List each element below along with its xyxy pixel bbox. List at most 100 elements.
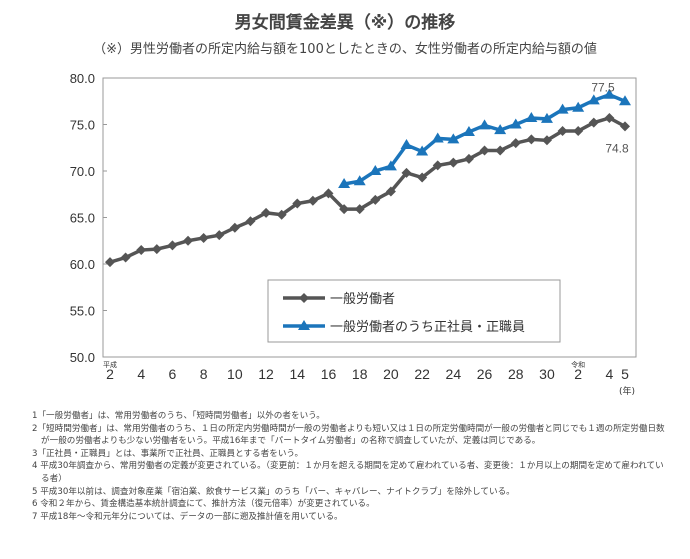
- data-point: [526, 134, 537, 145]
- y-tick-label: 65.0: [70, 211, 95, 226]
- data-point: [572, 101, 585, 112]
- x-tick-label: 6: [169, 366, 177, 382]
- x-tick-label: 4: [605, 366, 613, 382]
- data-point: [307, 195, 318, 206]
- data-point: [431, 132, 444, 143]
- x-tick-label: 10: [227, 366, 243, 382]
- footnotes: 1「一般労働者」は、常用労働者のうち、「短時間労働者」以外の者をいう。 2「短時…: [32, 410, 672, 523]
- data-point: [510, 138, 521, 149]
- data-point: [588, 117, 599, 128]
- note: 5 平成30年以前は、調査対象産業「宿泊業、飲食サービス業」のうち「バー、キャバ…: [32, 486, 515, 497]
- data-point: [353, 175, 366, 186]
- data-point: [214, 230, 225, 241]
- note: 4 平成30年調査から、常用労働者の定義が変更されている。（変更前：１か月を超え…: [32, 461, 664, 484]
- note: 7 平成18年～令和元年分については、データの一部に遡及推計値を用いている。: [32, 511, 343, 522]
- y-tick-label: 75.0: [70, 118, 95, 133]
- x-tick-label: 24: [446, 366, 462, 382]
- x-tick-label: 26: [477, 366, 493, 382]
- data-point: [494, 124, 507, 135]
- data-point: [338, 178, 351, 189]
- data-point: [370, 194, 381, 205]
- y-tick-label: 70.0: [70, 164, 95, 179]
- data-point: [400, 138, 413, 149]
- data-point: [120, 252, 131, 263]
- x-tick-label: 2: [574, 366, 582, 382]
- legend-marker: [298, 320, 310, 330]
- data-point: [556, 103, 569, 114]
- data-point: [557, 126, 568, 137]
- x-tick-label: 30: [539, 366, 555, 382]
- era-label: 平成: [103, 360, 117, 369]
- x-tick-label: 12: [258, 366, 274, 382]
- data-point: [587, 94, 600, 105]
- data-point: [495, 145, 506, 156]
- data-point: [573, 126, 584, 137]
- data-point: [136, 245, 147, 256]
- data-point: [509, 118, 522, 129]
- x-tick-label: 2: [106, 366, 114, 382]
- data-point: [354, 204, 365, 215]
- data-point: [619, 95, 631, 106]
- x-tick-label: 18: [352, 366, 368, 382]
- data-point: [479, 145, 490, 156]
- data-point: [540, 112, 553, 123]
- data-point: [229, 222, 240, 233]
- data-point: [339, 204, 350, 215]
- data-point: [603, 88, 616, 99]
- data-point: [261, 207, 272, 218]
- data-point: [292, 198, 303, 209]
- data-point: [620, 121, 630, 132]
- x-tick-label: 14: [289, 366, 305, 382]
- series-line: [109, 116, 626, 264]
- y-tick-label: 50.0: [70, 350, 95, 365]
- y-tick-label: 55.0: [70, 304, 95, 319]
- series-line: [343, 92, 626, 186]
- x-tick-label: 4: [137, 366, 145, 382]
- data-point: [416, 145, 429, 156]
- data-point: [183, 235, 194, 246]
- data-point: [369, 165, 382, 175]
- data-point: [463, 153, 474, 164]
- data-point: [105, 257, 115, 268]
- data-point: [151, 244, 162, 255]
- data-point: [417, 172, 428, 183]
- data-point: [401, 167, 412, 178]
- chart-subtitle: （※）男性労働者の所定内給与額を100としたときの、女性労働者の所定内給与額の値: [93, 42, 597, 57]
- data-point: [385, 186, 396, 197]
- data-point: [245, 216, 256, 227]
- y-tick-label: 80.0: [70, 71, 95, 86]
- data-label: 77.5: [591, 80, 615, 94]
- line-chart: 50.055.060.065.070.075.080.02 4 6 8 10 12 14 16…: [70, 71, 637, 397]
- x-tick-label: 28: [508, 366, 524, 382]
- era-label: 令和: [571, 360, 585, 369]
- note: 6 令和２年から、賃金構造基本統計調査にて、推計方法（復元倍率）が変更されている…: [32, 499, 375, 510]
- x-tick-label: 16: [321, 366, 337, 382]
- data-point: [198, 232, 209, 243]
- data-point: [447, 133, 460, 144]
- chart-title: 男女間賃金差異（※）の推移: [234, 13, 456, 33]
- data-point: [604, 112, 615, 123]
- x-unit: (年): [619, 385, 635, 397]
- note: 1「一般労働者」は、常用労働者のうち、「短時間労働者」以外の者をいう。: [32, 411, 325, 421]
- legend: [267, 279, 561, 343]
- legend-label: 一般労働者のうち正社員・正職員: [330, 319, 525, 335]
- x-tick-label: 8: [200, 366, 208, 382]
- note: 2「短時間労働者」は、常用労働者のうち、１日の所定内労働時間が一般の労働者よりも…: [32, 423, 665, 447]
- legend-marker: [299, 293, 309, 303]
- data-point: [276, 209, 287, 220]
- x-tick-label: 20: [383, 366, 399, 382]
- data-point: [541, 135, 552, 146]
- data-point: [384, 160, 397, 171]
- data-point: [167, 240, 178, 251]
- x-tick-label: 22: [414, 366, 430, 382]
- data-point: [432, 160, 443, 171]
- data-point: [462, 125, 475, 136]
- legend-label: 一般労働者: [330, 291, 395, 307]
- x-tick-label: 5: [621, 366, 629, 382]
- note: 3「正社員・正職員」とは、事業所で正社員、正職員とする者をいう。: [32, 448, 304, 459]
- data-label: 74.8: [605, 141, 629, 155]
- y-tick-label: 60.0: [70, 257, 95, 272]
- data-point: [525, 111, 538, 122]
- data-point: [448, 157, 459, 168]
- data-point: [323, 188, 334, 199]
